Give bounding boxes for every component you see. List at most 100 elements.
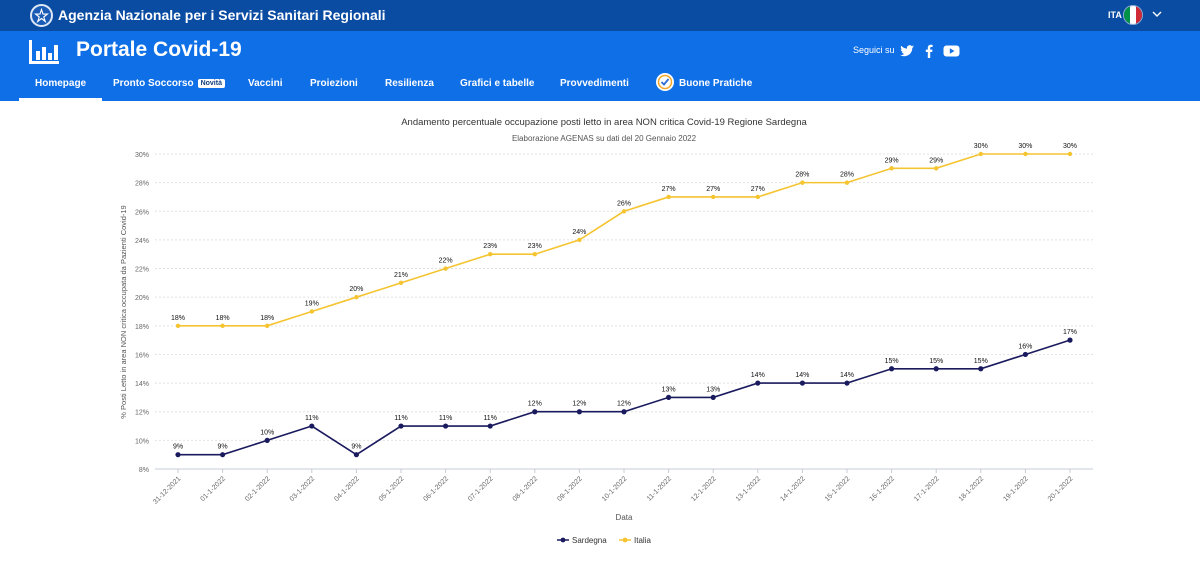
data-label: 12% bbox=[572, 401, 586, 408]
x-tick-label: 11-1-2022 bbox=[646, 475, 673, 502]
data-label: 29% bbox=[885, 157, 899, 164]
data-point bbox=[1023, 151, 1028, 157]
x-tick-label: 02-1-2022 bbox=[244, 475, 272, 503]
data-point bbox=[1067, 337, 1073, 343]
nav-pronto-soccorso-label: Pronto Soccorso bbox=[113, 78, 194, 89]
y-tick-label: 28% bbox=[135, 181, 149, 188]
x-tick-label: 05-1-2022 bbox=[378, 475, 406, 503]
data-label: 12% bbox=[528, 401, 542, 408]
y-tick-label: 22% bbox=[135, 267, 149, 274]
data-point bbox=[844, 180, 850, 185]
data-point bbox=[1067, 151, 1073, 157]
data-point bbox=[175, 452, 181, 458]
data-point bbox=[354, 294, 359, 300]
data-label: 23% bbox=[483, 243, 497, 250]
language-label[interactable]: ITA bbox=[1108, 10, 1122, 20]
data-label: 28% bbox=[840, 172, 854, 179]
data-label: 14% bbox=[840, 372, 854, 379]
data-label: 29% bbox=[929, 157, 943, 164]
x-tick-label: 17-1-2022 bbox=[913, 475, 941, 503]
data-point bbox=[844, 380, 850, 386]
data-label: 17% bbox=[1063, 329, 1077, 336]
data-point bbox=[309, 309, 314, 314]
nav-pronto-soccorso[interactable]: Pronto Soccorso Novità bbox=[113, 78, 225, 89]
top-bar: Agenzia Nazionale per i Servizi Sanitari… bbox=[0, 0, 1200, 31]
data-point bbox=[487, 423, 493, 429]
x-tick-label: 07-1-2022 bbox=[467, 475, 495, 503]
chart-subtitle: Elaborazione AGENAS su dati del 20 Genna… bbox=[511, 134, 697, 143]
nav-resilienza[interactable]: Resilienza bbox=[385, 78, 434, 89]
data-point bbox=[800, 180, 805, 185]
x-tick-label: 15-1-2022 bbox=[824, 475, 852, 503]
x-tick-label: 13-1-2022 bbox=[735, 475, 763, 503]
data-point bbox=[443, 423, 449, 429]
y-axis-label: % Posti Letto in area NON critica occupa… bbox=[119, 205, 128, 418]
data-label: 15% bbox=[974, 358, 988, 365]
facebook-icon[interactable] bbox=[921, 43, 937, 59]
data-label: 30% bbox=[974, 143, 988, 150]
data-label: 24% bbox=[572, 229, 586, 236]
y-tick-label: 20% bbox=[135, 295, 149, 302]
y-tick-label: 24% bbox=[135, 238, 149, 245]
data-label: 11% bbox=[483, 415, 497, 422]
x-tick-label: 09-1-2022 bbox=[556, 475, 584, 503]
nav-grafici-tabelle[interactable]: Grafici e tabelle bbox=[460, 78, 535, 89]
nav-buone-pratiche-label: Buone Pratiche bbox=[679, 78, 753, 89]
data-point bbox=[398, 423, 404, 429]
data-label: 15% bbox=[929, 358, 943, 365]
nav-proiezioni[interactable]: Proiezioni bbox=[310, 78, 358, 89]
chart-title: Andamento percentuale occupazione posti … bbox=[401, 117, 807, 128]
x-tick-label: 19-1-2022 bbox=[1002, 475, 1030, 503]
data-label: 18% bbox=[216, 315, 230, 322]
data-label: 22% bbox=[439, 258, 453, 265]
nav-provvedimenti[interactable]: Provvedimenti bbox=[560, 78, 629, 89]
x-tick-label: 14-1-2022 bbox=[779, 475, 807, 503]
y-tick-label: 10% bbox=[135, 438, 149, 445]
x-tick-label: 20-1-2022 bbox=[1047, 475, 1075, 503]
bar-chart-logo-icon[interactable] bbox=[28, 39, 60, 65]
data-point bbox=[532, 252, 537, 257]
portal-title[interactable]: Portale Covid-19 bbox=[76, 38, 242, 61]
y-tick-label: 8% bbox=[139, 467, 149, 474]
data-label: 30% bbox=[1063, 143, 1077, 150]
x-tick-label: 01-1-2022 bbox=[199, 475, 227, 503]
x-tick-label: 06-1-2022 bbox=[422, 475, 450, 503]
data-label: 19% bbox=[305, 301, 319, 308]
data-label: 9% bbox=[218, 444, 228, 451]
data-point bbox=[621, 409, 627, 415]
data-label: 16% bbox=[1018, 343, 1032, 350]
x-tick-label: 31-12-2021 bbox=[152, 475, 182, 505]
italy-flag-icon[interactable] bbox=[1123, 5, 1143, 25]
data-label: 9% bbox=[351, 444, 361, 451]
youtube-icon[interactable] bbox=[943, 43, 960, 59]
x-axis-label: Data bbox=[616, 513, 633, 522]
y-tick-label: 18% bbox=[135, 324, 149, 331]
x-tick-label: 04-1-2022 bbox=[333, 475, 361, 503]
data-point bbox=[264, 437, 270, 443]
data-point bbox=[621, 209, 627, 214]
y-tick-label: 30% bbox=[135, 152, 149, 159]
x-tick-label: 18-1-2022 bbox=[958, 475, 986, 503]
nav-vaccini[interactable]: Vaccini bbox=[248, 78, 283, 89]
portal-header: Portale Covid-19 Seguici su Homepage Pro… bbox=[0, 31, 1200, 101]
data-label: 23% bbox=[528, 243, 542, 250]
nav-buone-pratiche[interactable]: Buone Pratiche bbox=[656, 73, 752, 91]
y-tick-label: 26% bbox=[135, 209, 149, 216]
data-label: 18% bbox=[260, 315, 274, 322]
data-label: 27% bbox=[751, 186, 765, 193]
chevron-down-icon[interactable] bbox=[1151, 8, 1163, 20]
nav-homepage[interactable]: Homepage bbox=[18, 78, 103, 101]
republic-emblem-icon bbox=[30, 4, 53, 27]
data-label: 15% bbox=[885, 358, 899, 365]
data-label: 13% bbox=[662, 386, 676, 393]
agency-name[interactable]: Agenzia Nazionale per i Servizi Sanitari… bbox=[58, 7, 386, 23]
data-point bbox=[889, 166, 894, 171]
good-practices-check-icon bbox=[656, 73, 674, 91]
data-point bbox=[799, 380, 806, 386]
data-point bbox=[577, 237, 582, 243]
data-point bbox=[265, 323, 270, 329]
twitter-icon[interactable] bbox=[899, 43, 915, 59]
data-point bbox=[220, 323, 225, 329]
data-label: 14% bbox=[795, 372, 809, 379]
